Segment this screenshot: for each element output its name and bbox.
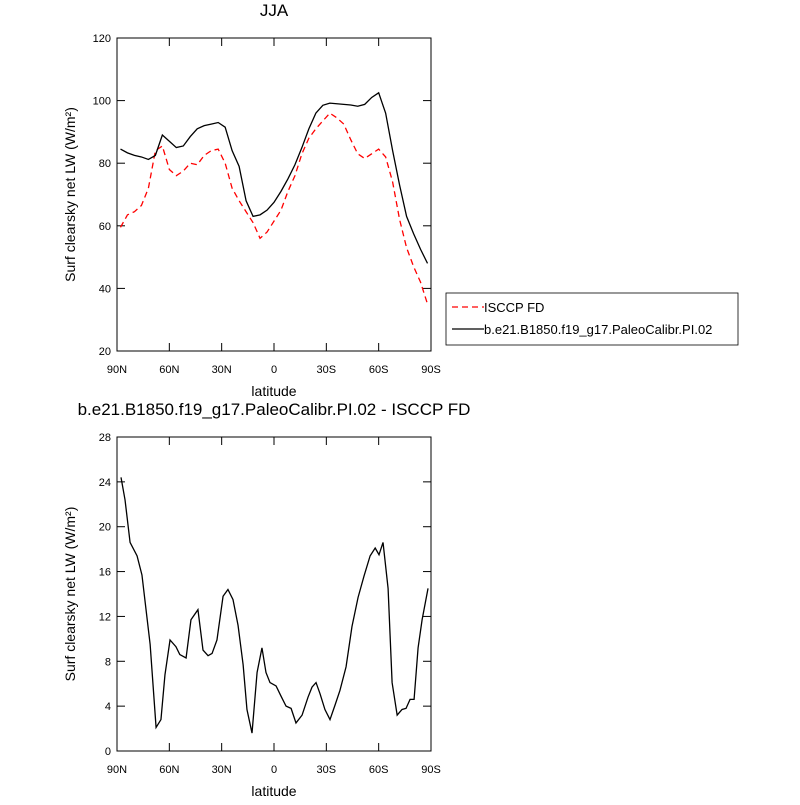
y-axis-label: Surf clearsky net LW (W/m²) — [62, 107, 78, 282]
y-tick-label: 16 — [99, 567, 111, 579]
x-tick-label: 90S — [421, 764, 441, 776]
y-tick-label: 120 — [93, 33, 111, 45]
x-tick-label: 0 — [271, 364, 277, 376]
x-tick-label: 90N — [107, 764, 127, 776]
x-tick-label: 30N — [212, 764, 232, 776]
data-line — [119, 112, 429, 305]
y-tick-label: 40 — [99, 283, 111, 295]
y-tick-label: 0 — [105, 746, 111, 758]
y-axis-label: Surf clearsky net LW (W/m²) — [62, 507, 78, 682]
x-tick-label: 30S — [317, 764, 337, 776]
x-tick-label: 60S — [369, 364, 389, 376]
y-tick-label: 28 — [99, 432, 111, 444]
x-tick-label: 90N — [107, 364, 127, 376]
x-tick-label: 30S — [317, 364, 337, 376]
legend-label: b.e21.B1850.f19_g17.PaleoCalibr.PI.02 — [484, 322, 712, 337]
x-tick-label: 90S — [421, 364, 441, 376]
x-tick-label: 60N — [159, 364, 179, 376]
chart-title: b.e21.B1850.f19_g17.PaleoCalibr.PI.02 - … — [78, 400, 471, 419]
legend-label: ISCCP FD — [484, 300, 544, 315]
y-tick-label: 20 — [99, 522, 111, 534]
legend-box — [445, 292, 739, 346]
y-tick-label: 20 — [99, 346, 111, 358]
y-tick-label: 24 — [99, 477, 111, 489]
y-tick-label: 80 — [99, 158, 111, 170]
y-tick-label: 4 — [105, 701, 111, 713]
y-tick-label: 8 — [105, 656, 111, 668]
data-line — [120, 477, 429, 734]
x-tick-label: 0 — [271, 764, 277, 776]
plot-frame — [116, 436, 432, 752]
x-axis-label: latitude — [251, 383, 296, 399]
y-tick-label: 100 — [93, 96, 111, 108]
x-axis-label: latitude — [251, 783, 296, 799]
data-line — [120, 91, 429, 264]
chart-title: JJA — [260, 1, 289, 20]
x-tick-label: 30N — [212, 364, 232, 376]
x-tick-label: 60N — [159, 764, 179, 776]
y-tick-label: 12 — [99, 611, 111, 623]
y-tick-label: 60 — [99, 221, 111, 233]
x-tick-label: 60S — [369, 764, 389, 776]
plot-frame — [116, 37, 432, 352]
